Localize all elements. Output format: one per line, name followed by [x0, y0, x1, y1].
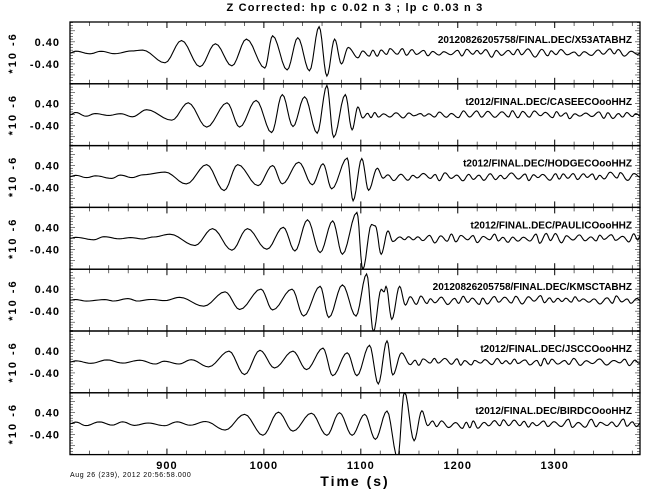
trace-panel: 0.40 -0.40 *10 -6 t2012/FINAL.DEC/BIRDCOooH…	[7, 392, 641, 456]
trace-label: t2012/FINAL.DEC/HODGECOooHHZ	[463, 159, 632, 170]
trace-panel: 0.40 -0.40 *10 -6 t2012/FINAL.DEC/JSCCOooHH…	[7, 330, 641, 394]
trace-panel: 0.40 -0.40 *10 -6 t2012/FINAL.DEC/CASEECOoo…	[7, 83, 641, 147]
waveform-trace	[70, 211, 640, 270]
y-tick-label: -0.40	[30, 121, 60, 133]
y-multiplier-label: *10 -6	[7, 279, 19, 320]
trace-panel: 0.40 -0.40 *10 -6 20120826205758/FINAL.DEC/…	[7, 268, 641, 332]
y-multiplier-label: *10 -6	[7, 403, 19, 444]
y-tick-label: -0.40	[30, 306, 60, 318]
y-multiplier-label: *10 -6	[7, 94, 19, 135]
x-tick-label: 1000	[250, 460, 278, 472]
waveform-trace	[70, 25, 640, 78]
trace-panel: 0.40 -0.40 *10 -6 20120826205758/FINAL.DEC/…	[7, 21, 641, 85]
y-tick-label: -0.40	[30, 430, 60, 442]
y-tick-label: 0.40	[35, 284, 60, 296]
panel-frame	[69, 206, 641, 270]
y-tick-label: 0.40	[35, 408, 60, 420]
chart-title: Z Corrected: hp c 0.02 n 3 ; lp c 0.03 n…	[226, 2, 483, 14]
waveform-trace	[70, 84, 640, 139]
x-tick-labels: 900 1000 1100 1200 1300	[156, 460, 568, 472]
y-multiplier-label: *10 -6	[7, 32, 19, 73]
y-tick-label: 0.40	[35, 99, 60, 111]
trace-label: t2012/FINAL.DEC/BIRDCOooHHZ	[475, 406, 632, 417]
x-tick-label: 900	[156, 460, 177, 472]
trace-label: t2012/FINAL.DEC/PAULICOooHHZ	[471, 220, 633, 231]
waveform-trace	[70, 392, 640, 455]
y-tick-label: -0.40	[30, 183, 60, 195]
waveform-trace	[70, 157, 640, 203]
x-axis-label: Time (s)	[320, 473, 389, 489]
trace-label: t2012/FINAL.DEC/CASEECOooHHZ	[465, 97, 632, 108]
x-tick-label: 1200	[444, 460, 472, 472]
waveform-trace	[70, 339, 640, 386]
y-multiplier-label: *10 -6	[7, 341, 19, 382]
y-tick-label: 0.40	[35, 160, 60, 172]
y-tick-label: 0.40	[35, 37, 60, 49]
trace-label: 20120826205758/FINAL.DEC/KMSCTABHZ	[433, 282, 632, 293]
y-tick-label: -0.40	[30, 59, 60, 71]
trace-label: t2012/FINAL.DEC/JSCCOooHHZ	[480, 344, 632, 355]
trace-label: 20120826205758/FINAL.DEC/X53ATABHZ	[438, 35, 632, 46]
y-tick-label: 0.40	[35, 346, 60, 358]
y-multiplier-label: *10 -6	[7, 156, 19, 197]
x-tick-label: 1100	[347, 460, 375, 472]
y-tick-label: -0.40	[30, 368, 60, 380]
y-multiplier-label: *10 -6	[7, 218, 19, 259]
start-time-label: Aug 26 (239), 2012 20:56:58.000	[70, 472, 191, 479]
trace-panel: 0.40 -0.40 *10 -6 t2012/FINAL.DEC/PAULICOoo…	[7, 206, 641, 270]
waveform-trace	[70, 272, 640, 332]
x-tick-label: 1300	[540, 460, 568, 472]
trace-panels: 0.40 -0.40 *10 -6 20120826205758/FINAL.DEC/…	[7, 21, 641, 456]
y-tick-label: -0.40	[30, 244, 60, 256]
trace-panel: 0.40 -0.40 *10 -6 t2012/FINAL.DEC/HODGECOoo…	[7, 144, 641, 209]
y-tick-label: 0.40	[35, 222, 60, 234]
